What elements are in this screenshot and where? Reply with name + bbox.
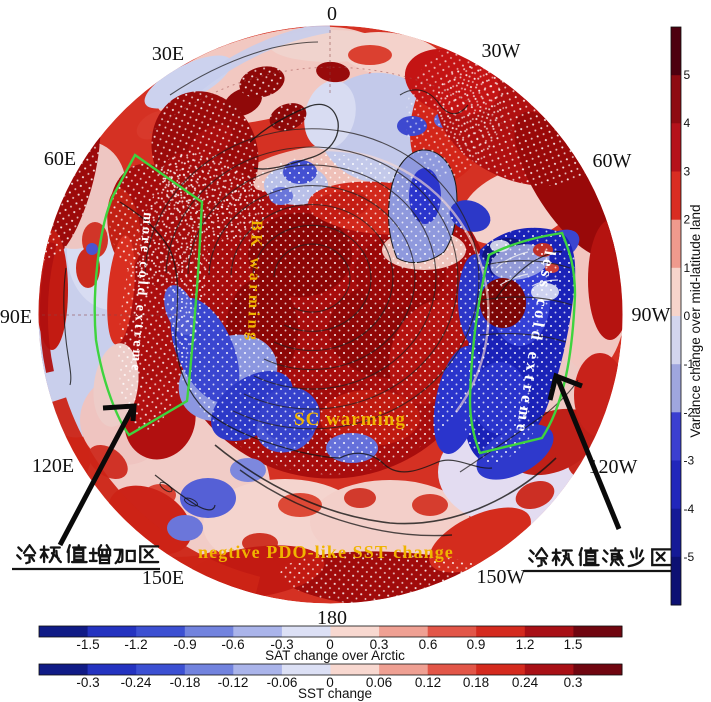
svg-text:0.12: 0.12 bbox=[415, 675, 441, 690]
svg-text:-3: -3 bbox=[684, 454, 695, 468]
svg-text:180: 180 bbox=[317, 607, 347, 629]
svg-text:60W: 60W bbox=[593, 150, 632, 172]
svg-text:-1: -1 bbox=[684, 357, 695, 371]
svg-text:90E: 90E bbox=[0, 306, 32, 328]
svg-text:SC warming: SC warming bbox=[294, 409, 406, 430]
svg-text:30W: 30W bbox=[482, 40, 521, 62]
svg-text:0.9: 0.9 bbox=[467, 637, 486, 652]
svg-text:0.18: 0.18 bbox=[463, 675, 489, 690]
svg-text:5: 5 bbox=[684, 68, 691, 82]
svg-text:-0.9: -0.9 bbox=[173, 637, 196, 652]
svg-text:-0.3: -0.3 bbox=[76, 675, 99, 690]
svg-text:90W: 90W bbox=[632, 304, 671, 326]
svg-text:0.06: 0.06 bbox=[366, 675, 392, 690]
svg-text:-5: -5 bbox=[684, 550, 695, 564]
svg-text:-0.6: -0.6 bbox=[221, 637, 244, 652]
svg-text:0: 0 bbox=[327, 3, 337, 25]
svg-text:120W: 120W bbox=[589, 456, 638, 478]
svg-text:1: 1 bbox=[684, 261, 691, 275]
svg-text:-0.12: -0.12 bbox=[218, 675, 249, 690]
svg-text:2: 2 bbox=[684, 213, 691, 227]
svg-text:-0.24: -0.24 bbox=[121, 675, 152, 690]
svg-text:-0.18: -0.18 bbox=[170, 675, 201, 690]
svg-text:1.2: 1.2 bbox=[516, 637, 535, 652]
svg-text:60E: 60E bbox=[44, 148, 76, 170]
svg-text:3: 3 bbox=[684, 164, 691, 178]
svg-text:-2: -2 bbox=[684, 405, 695, 419]
svg-text:0: 0 bbox=[326, 675, 334, 690]
svg-text:-1.2: -1.2 bbox=[124, 637, 147, 652]
svg-text:0.24: 0.24 bbox=[512, 675, 539, 690]
svg-text:-1.5: -1.5 bbox=[76, 637, 99, 652]
svg-text:BK warming: BK warming bbox=[244, 220, 265, 344]
svg-text:150W: 150W bbox=[477, 566, 526, 588]
svg-text:Variance change over mid-latit: Variance change over mid-latitude land bbox=[688, 204, 703, 437]
svg-text:1.5: 1.5 bbox=[564, 637, 583, 652]
svg-text:4: 4 bbox=[684, 116, 691, 130]
svg-text:120E: 120E bbox=[32, 455, 74, 477]
svg-text:0.6: 0.6 bbox=[419, 637, 438, 652]
svg-text:-0.3: -0.3 bbox=[270, 637, 293, 652]
svg-text:30E: 30E bbox=[152, 43, 184, 65]
svg-text:SAT change over Arctic: SAT change over Arctic bbox=[265, 648, 405, 663]
svg-text:0: 0 bbox=[684, 309, 691, 323]
svg-text:0.3: 0.3 bbox=[564, 675, 583, 690]
svg-text:150E: 150E bbox=[142, 567, 184, 589]
svg-text:0.3: 0.3 bbox=[370, 637, 389, 652]
svg-text:negtive PDO-like SST change: negtive PDO-like SST change bbox=[198, 542, 454, 562]
svg-text:SST change: SST change bbox=[298, 686, 372, 701]
svg-text:0: 0 bbox=[326, 637, 334, 652]
svg-text:-0.06: -0.06 bbox=[267, 675, 298, 690]
svg-text:-4: -4 bbox=[684, 502, 695, 516]
